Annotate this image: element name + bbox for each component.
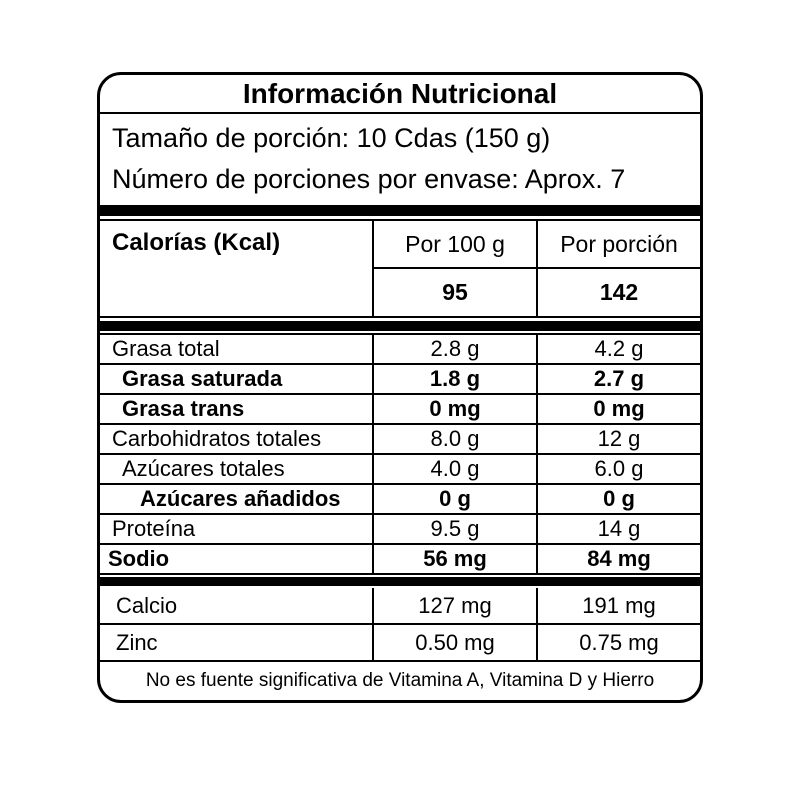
nutrient-per-portion: 12 g [597,426,641,451]
table-row-azucares-totales: Azúcares totales 4.0 g 6.0 g [100,455,700,485]
nutrient-per-100g: 8.0 g [372,425,538,453]
column-header-per-100g: Por 100 g [372,221,538,267]
nutrient-rows: Grasa total 2.8 g 4.2 g Grasa saturada 1… [100,333,700,575]
nutrient-name: Sodio [108,546,170,571]
mineral-per-100g: 0.50 mg [372,625,538,660]
calories-per-portion-value: 142 [538,267,700,316]
nutrient-per-portion: 6.0 g [594,456,644,481]
serving-size-line: Tamaño de porción: 10 Cdas (150 g) [112,123,551,153]
nutrient-per-100g: 2.8 g [372,335,538,363]
nutrient-name: Proteína [112,516,196,541]
nutrient-per-portion: 2.7 g [593,366,645,391]
table-row-grasa-total: Grasa total 2.8 g 4.2 g [100,335,700,365]
mineral-name: Calcio [116,592,178,618]
nutrient-per-100g: 1.8 g [372,365,538,393]
nutrient-name: Carbohidratos totales [112,426,322,451]
table-row-zinc: Zinc 0.50 mg 0.75 mg [100,625,700,662]
table-row-calcio: Calcio 127 mg 191 mg [100,588,700,625]
nutrient-per-100g: 56 mg [372,545,538,573]
table-row-azucares-anadidos: Azúcares añadidos 0 g 0 g [100,485,700,515]
mineral-rows: Calcio 127 mg 191 mg Zinc 0.50 mg 0.75 m… [100,588,700,662]
mineral-per-portion: 191 mg [582,592,656,618]
calories-table: Calorías (Kcal) Por 100 g Por porción 95… [100,219,700,318]
nutrient-name: Azúcares totales [122,456,285,481]
nutrient-per-portion: 84 mg [587,546,651,571]
table-row-proteina: Proteína 9.5 g 14 g [100,515,700,545]
serving-info: Tamaño de porción: 10 Cdas (150 g) Númer… [100,114,700,205]
table-row-grasa-saturada: Grasa saturada 1.8 g 2.7 g [100,365,700,395]
mineral-name: Zinc [116,629,158,655]
nutrient-per-100g: 9.5 g [372,515,538,543]
mineral-per-100g: 127 mg [372,588,538,623]
mineral-per-portion: 0.75 mg [579,629,659,655]
table-row-carbohidratos: Carbohidratos totales 8.0 g 12 g [100,425,700,455]
calories-per-100g-value: 95 [372,267,538,316]
label-title: Información Nutricional [100,75,700,114]
nutrient-per-100g: 4.0 g [372,455,538,483]
nutrient-per-100g: 0 g [372,485,538,513]
thick-separator-middle [100,321,700,331]
nutrient-name: Grasa trans [122,396,245,421]
calories-label: Calorías (Kcal) [112,229,281,256]
nutrient-per-portion: 0 mg [593,396,645,421]
nutrient-per-portion: 14 g [597,516,641,541]
footnote: No es fuente significativa de Vitamina A… [145,670,655,691]
thick-separator-bottom [100,577,700,586]
nutrient-name: Grasa saturada [122,366,283,391]
column-header-per-portion: Por porción [560,230,678,257]
table-row-sodio: Sodio 56 mg 84 mg [100,545,700,575]
thick-separator-top [100,205,700,216]
nutrient-per-portion: 0 g [603,486,635,511]
nutrient-per-100g: 0 mg [372,395,538,423]
nutrition-facts-label: Información Nutricional Tamaño de porció… [97,72,703,703]
nutrient-name: Azúcares añadidos [140,486,341,511]
table-row-grasa-trans: Grasa trans 0 mg 0 mg [100,395,700,425]
servings-per-container-line: Número de porciones por envase: Aprox. 7 [112,164,626,194]
nutrient-name: Grasa total [112,336,220,361]
nutrient-per-portion: 4.2 g [594,336,644,361]
